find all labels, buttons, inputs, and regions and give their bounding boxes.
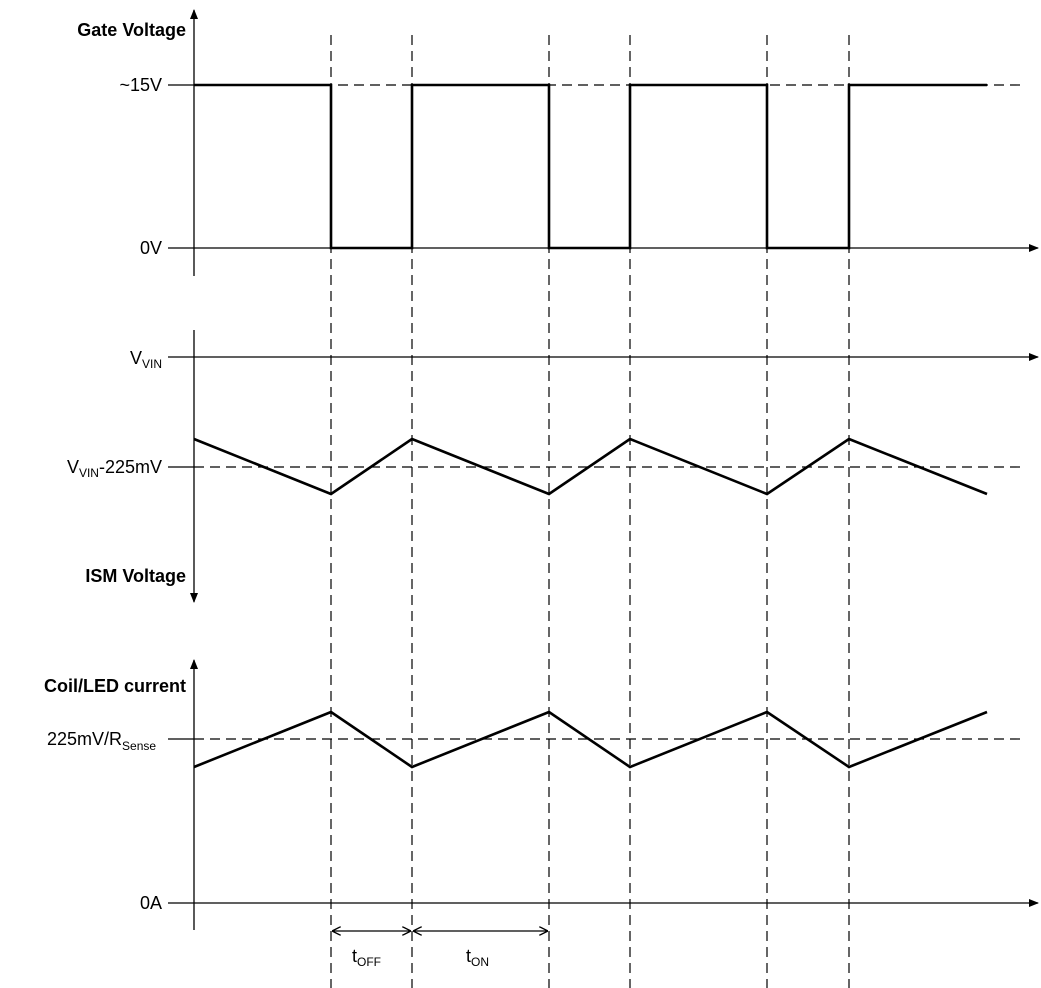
coil-current-panel: Coil/LED current 225mV/RSense 0A (44, 659, 1039, 930)
gate-voltage-title: Gate Voltage (77, 20, 186, 40)
ism-voltage-panel: VVIN VVIN-225mV ISM Voltage (67, 330, 1039, 603)
gate-voltage-waveform (194, 83, 987, 250)
ism-threshold-label: VVIN-225mV (67, 457, 162, 480)
switching-time-guides (330, 35, 850, 988)
ism-voltage-title: ISM Voltage (85, 566, 186, 586)
gate-voltage-panel: Gate Voltage ~15V 0V (77, 9, 1039, 276)
t-off-label: tOFF (352, 946, 381, 969)
ism-vin-label: VVIN (130, 348, 162, 371)
coil-current-title: Coil/LED current (44, 676, 186, 696)
coil-threshold-label: 225mV/RSense (47, 729, 156, 753)
ism-voltage-waveform (193, 437, 988, 496)
coil-current-waveform (193, 710, 988, 769)
t-on-label: tON (466, 946, 489, 969)
timing-dimensions: tOFF tON (332, 931, 548, 969)
gate-low-label: 0V (140, 238, 162, 258)
coil-zero-label: 0A (140, 893, 162, 913)
gate-high-label: ~15V (119, 75, 162, 95)
